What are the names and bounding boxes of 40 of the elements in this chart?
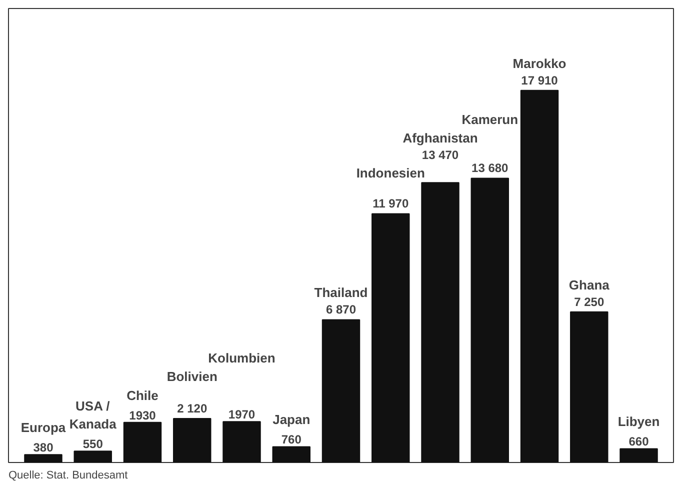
bar <box>470 178 509 462</box>
x-tick-label: Marokko <box>512 56 566 71</box>
x-tick-label: Afghanistan <box>402 130 478 146</box>
x-tick-label: Thailand <box>314 285 368 300</box>
data-label: 2 120 <box>177 401 208 416</box>
x-tick-label: Kolumbien <box>208 350 276 366</box>
bar <box>322 319 360 462</box>
x-tick-label: Indonesien <box>356 166 425 181</box>
data-label: 13 470 <box>422 148 459 162</box>
x-tick-label: Libyen <box>618 414 660 430</box>
data-label: 6 870 <box>326 302 356 317</box>
data-label: 660 <box>628 434 650 449</box>
x-tick-label: Kamerun <box>462 112 518 127</box>
x-tick-label: Europa <box>20 420 66 435</box>
bar <box>520 90 559 462</box>
data-label: 13 680 <box>472 161 509 176</box>
data-label: 7 250 <box>574 294 604 309</box>
bar <box>620 448 658 462</box>
data-label: 1970 <box>228 407 256 422</box>
x-tick-label: Japan <box>272 412 310 428</box>
data-label: 1930 <box>129 408 156 422</box>
bar <box>372 213 410 462</box>
source-note: Quelle: Stat. Bundesamt <box>8 470 128 482</box>
x-tick-label: USA / Kanada <box>69 398 118 432</box>
bar <box>272 446 310 462</box>
bar <box>123 422 162 462</box>
data-label: 760 <box>281 432 302 447</box>
data-label: 11 970 <box>372 196 409 211</box>
data-label: 550 <box>82 436 104 451</box>
bar <box>173 418 212 462</box>
x-tick-label: Bolivien <box>166 369 218 384</box>
bar <box>570 311 608 462</box>
data-label: 380 <box>33 440 54 455</box>
x-tick-label: Ghana <box>568 277 610 292</box>
x-tick-label: Chile <box>126 388 158 403</box>
bar <box>222 421 261 462</box>
bar <box>74 450 112 462</box>
data-label: 17 910 <box>521 73 558 88</box>
bar <box>421 182 460 462</box>
bar <box>24 454 62 462</box>
